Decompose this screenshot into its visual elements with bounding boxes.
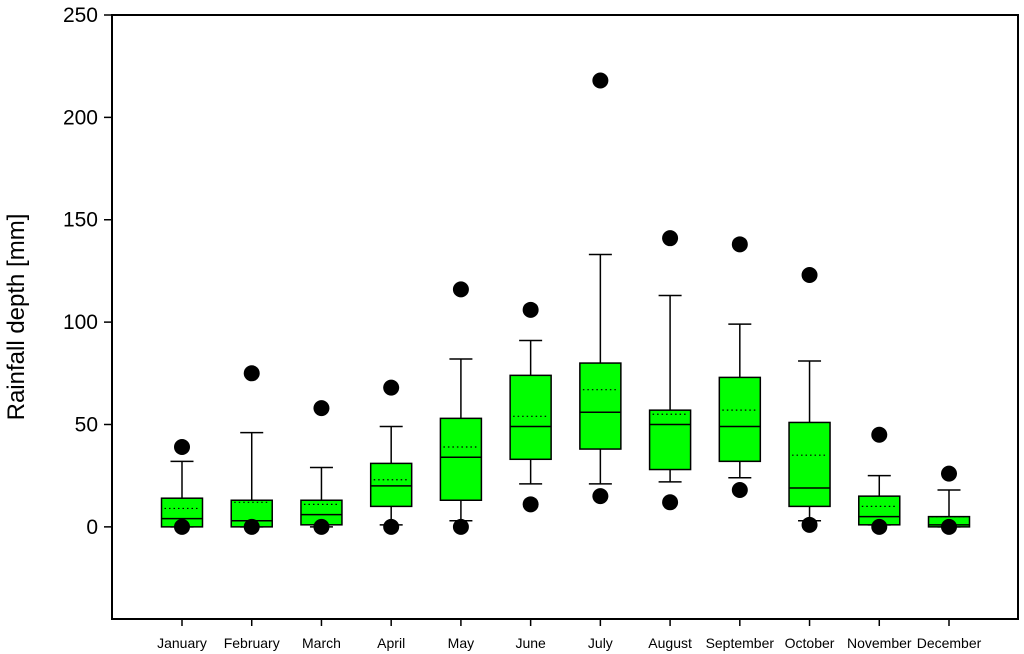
x-tick-label: January	[157, 635, 207, 651]
outlier-point	[731, 236, 748, 253]
outlier-point	[662, 494, 679, 511]
outlier-point	[313, 518, 330, 535]
outlier-point	[871, 426, 888, 443]
outlier-point	[801, 516, 818, 533]
box-series	[160, 72, 971, 535]
x-tick-label: April	[377, 635, 405, 651]
outlier-point	[383, 379, 400, 396]
outlier-point	[313, 400, 330, 417]
outlier-point	[383, 518, 400, 535]
box-september	[718, 236, 762, 499]
outlier-point	[662, 230, 679, 247]
box-body	[718, 376, 762, 463]
plot-frame	[111, 14, 1019, 620]
x-tick-label: November	[847, 635, 912, 651]
y-axis-ticks: 0 50 100 150 200 250	[63, 4, 112, 539]
outlier-point	[243, 518, 260, 535]
x-tick-label: March	[302, 635, 341, 651]
box-march	[300, 400, 343, 535]
box-body	[439, 417, 483, 501]
outlier-point	[452, 518, 469, 535]
outlier-point	[941, 465, 957, 482]
outlier-point	[522, 301, 539, 318]
box-may	[439, 281, 483, 535]
outlier-point	[522, 496, 539, 513]
y-axis-label: Rainfall depth [mm]	[3, 214, 30, 421]
x-tick-label: December	[917, 635, 982, 651]
box-february	[230, 365, 273, 535]
box-november	[858, 426, 901, 535]
x-tick-label: October	[785, 635, 835, 651]
box-august	[648, 230, 692, 511]
x-tick-label: February	[224, 635, 280, 651]
box-december	[927, 465, 971, 535]
outlier-point	[452, 281, 469, 298]
box-body	[509, 374, 552, 461]
box-april	[369, 379, 413, 535]
y-tick-label: 50	[75, 413, 98, 436]
x-tick-label: August	[648, 635, 692, 651]
y-tick-label: 100	[63, 311, 98, 334]
outlier-point	[871, 518, 888, 535]
outlier-point	[731, 482, 748, 499]
outlier-point	[801, 267, 818, 284]
box-body	[648, 409, 692, 471]
outlier-point	[174, 439, 190, 456]
box-body	[788, 421, 831, 508]
x-tick-label: July	[588, 635, 613, 651]
outlier-point	[941, 518, 957, 535]
box-body	[579, 362, 622, 450]
y-tick-label: 150	[63, 209, 98, 232]
box-july	[579, 72, 622, 505]
y-tick-label: 0	[86, 516, 98, 539]
x-tick-label: May	[448, 635, 474, 651]
outlier-point	[174, 518, 190, 535]
box-october	[788, 267, 831, 533]
x-axis-ticks: January February March April May June July Augu…	[157, 619, 982, 651]
y-tick-label: 250	[63, 4, 98, 27]
y-tick-label: 200	[63, 106, 98, 129]
outlier-point	[592, 72, 609, 89]
box-june	[509, 301, 552, 513]
box-january	[160, 439, 204, 535]
x-tick-label: June	[515, 635, 546, 651]
x-tick-label: September	[706, 635, 775, 651]
box-body	[369, 462, 413, 508]
outlier-point	[243, 365, 260, 382]
outlier-point	[592, 488, 609, 505]
